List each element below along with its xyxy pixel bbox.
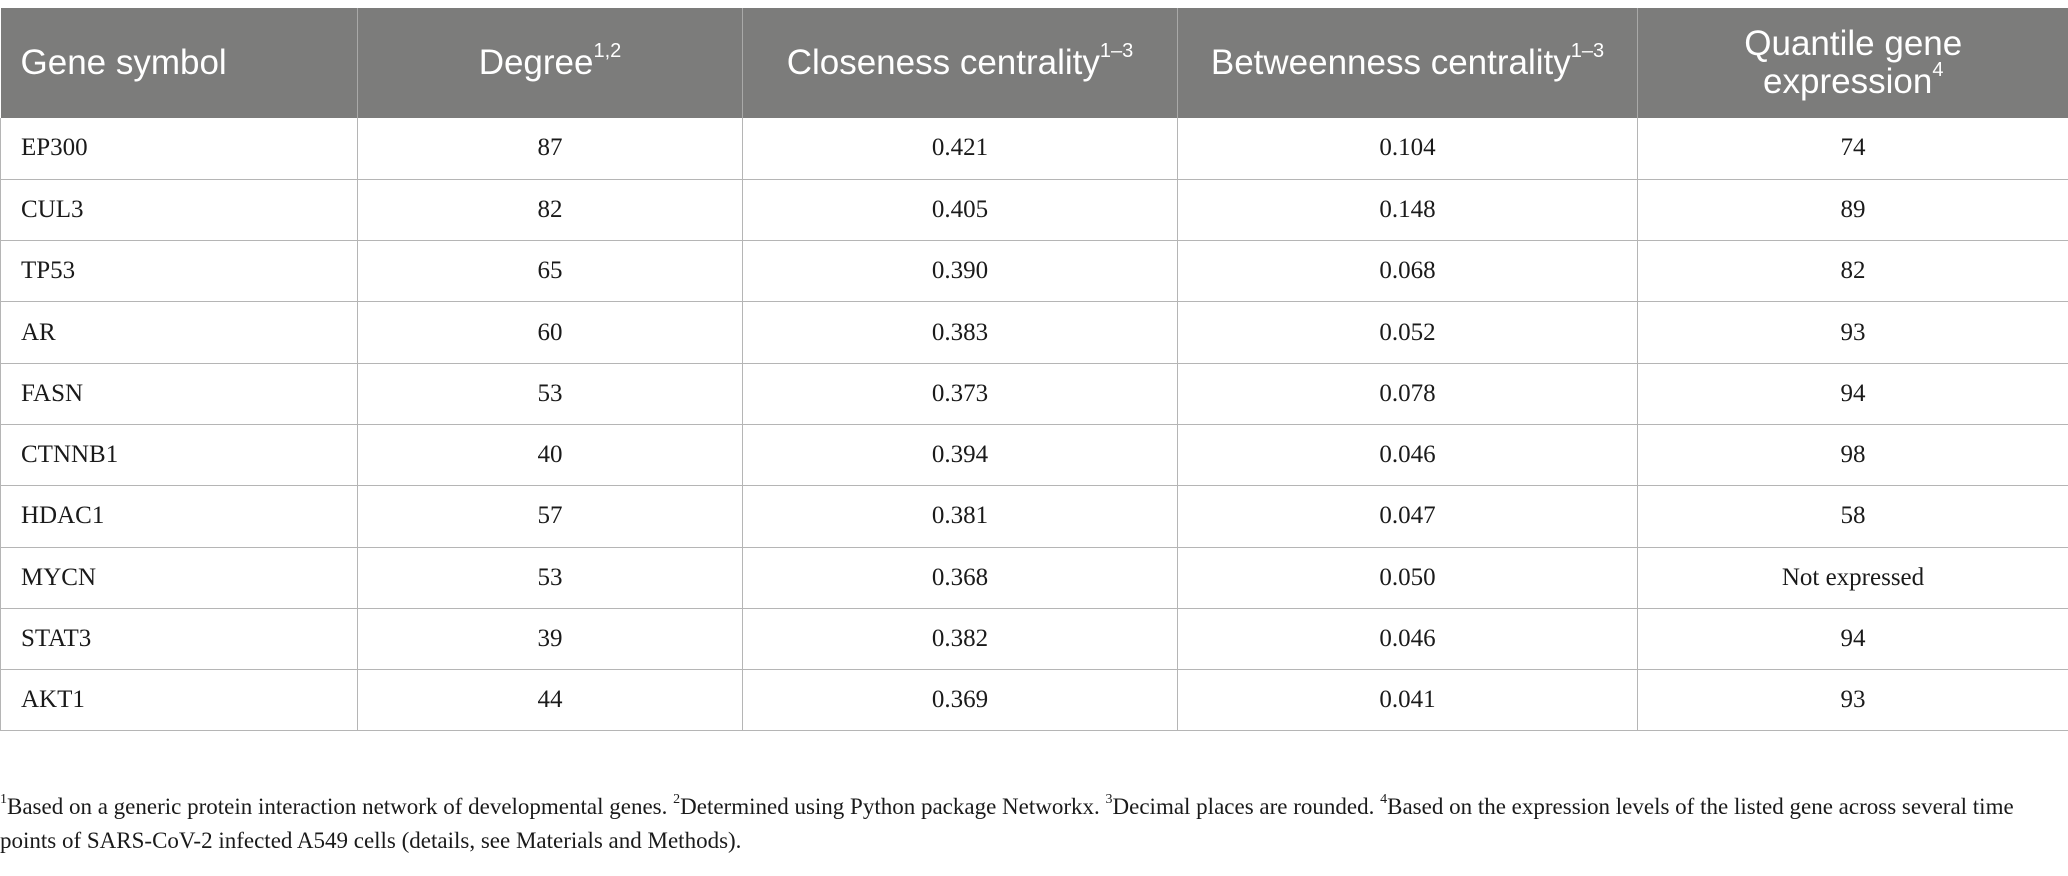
gene-centrality-table: Gene symbol Degree1,2 Closeness centrali…	[0, 8, 2068, 732]
table-row: TP53 65 0.390 0.068 82	[0, 240, 2068, 303]
cell-gene-symbol: CTNNB1	[0, 424, 358, 487]
cell-betweenness: 0.041	[1177, 669, 1638, 732]
cell-closeness: 0.369	[742, 669, 1178, 732]
table-header: Gene symbol Degree1,2 Closeness centrali…	[0, 8, 2068, 118]
table-row: AKT1 44 0.369 0.041 93	[0, 669, 2068, 732]
cell-gene-symbol: AR	[0, 301, 358, 364]
cell-quantile-expression: 94	[1637, 608, 2068, 671]
cell-gene-symbol: STAT3	[0, 608, 358, 671]
cell-betweenness: 0.068	[1177, 240, 1638, 303]
header-degree: Degree1,2	[357, 8, 743, 118]
footnote-4: 4Based on the expression levels of the l…	[0, 792, 2014, 853]
cell-quantile-expression: Not expressed	[1637, 547, 2068, 609]
cell-degree: 53	[357, 363, 743, 425]
cell-gene-symbol: CUL3	[0, 179, 358, 242]
cell-gene-symbol: HDAC1	[0, 485, 358, 548]
table-body: EP300 87 0.421 0.104 74 CUL3 82 0.405 0.…	[0, 118, 2068, 732]
cell-gene-symbol: MYCN	[0, 547, 358, 609]
cell-closeness: 0.373	[742, 363, 1178, 425]
cell-quantile-expression: 93	[1637, 301, 2068, 364]
cell-degree: 87	[357, 118, 743, 180]
cell-degree: 40	[357, 424, 743, 487]
cell-gene-symbol: EP300	[0, 118, 358, 180]
cell-degree: 44	[357, 669, 743, 732]
cell-betweenness: 0.104	[1177, 118, 1638, 180]
cell-gene-symbol: FASN	[0, 363, 358, 425]
cell-closeness: 0.394	[742, 424, 1178, 487]
cell-closeness: 0.390	[742, 240, 1178, 303]
table-row: MYCN 53 0.368 0.050 Not expressed	[0, 547, 2068, 609]
cell-degree: 53	[357, 547, 743, 609]
cell-gene-symbol: AKT1	[0, 669, 358, 732]
table-row: STAT3 39 0.382 0.046 94	[0, 608, 2068, 671]
cell-betweenness: 0.050	[1177, 547, 1638, 609]
cell-degree: 82	[357, 179, 743, 242]
cell-degree: 60	[357, 301, 743, 364]
cell-closeness: 0.383	[742, 301, 1178, 364]
cell-closeness: 0.421	[742, 118, 1178, 180]
header-row: Gene symbol Degree1,2 Closeness centrali…	[0, 8, 2068, 118]
cell-degree: 57	[357, 485, 743, 548]
cell-quantile-expression: 58	[1637, 485, 2068, 548]
cell-quantile-expression: 74	[1637, 118, 2068, 180]
table-row: CUL3 82 0.405 0.148 89	[0, 179, 2068, 242]
cell-quantile-expression: 89	[1637, 179, 2068, 242]
cell-closeness: 0.368	[742, 547, 1178, 609]
header-gene-symbol: Gene symbol	[0, 8, 358, 118]
cell-closeness: 0.381	[742, 485, 1178, 548]
table-footnotes: 1Based on a generic protein interaction …	[0, 790, 2060, 858]
header-quantile-gene-expression: Quantile gene expression4	[1637, 8, 2068, 118]
cell-quantile-expression: 94	[1637, 363, 2068, 425]
footnote-2: 2Determined using Python package Network…	[673, 792, 1106, 819]
cell-closeness: 0.382	[742, 608, 1178, 671]
table-row: HDAC1 57 0.381 0.047 58	[0, 485, 2068, 548]
cell-gene-symbol: TP53	[0, 240, 358, 303]
cell-quantile-expression: 98	[1637, 424, 2068, 487]
cell-betweenness: 0.078	[1177, 363, 1638, 425]
cell-betweenness: 0.052	[1177, 301, 1638, 364]
header-closeness-centrality: Closeness centrality1–3	[742, 8, 1178, 118]
cell-closeness: 0.405	[742, 179, 1178, 242]
cell-betweenness: 0.148	[1177, 179, 1638, 242]
footnote-1: 1Based on a generic protein interaction …	[0, 792, 674, 819]
cell-quantile-expression: 93	[1637, 669, 2068, 732]
cell-betweenness: 0.047	[1177, 485, 1638, 548]
cell-betweenness: 0.046	[1177, 608, 1638, 671]
cell-quantile-expression: 82	[1637, 240, 2068, 303]
footnote-3: 3Decimal places are rounded.	[1105, 792, 1381, 819]
cell-degree: 39	[357, 608, 743, 671]
cell-degree: 65	[357, 240, 743, 303]
table-row: CTNNB1 40 0.394 0.046 98	[0, 424, 2068, 487]
table-row: EP300 87 0.421 0.104 74	[0, 118, 2068, 180]
gene-centrality-table-container: Gene symbol Degree1,2 Closeness centrali…	[0, 8, 2068, 732]
cell-betweenness: 0.046	[1177, 424, 1638, 487]
header-betweenness-centrality: Betweenness centrality1–3	[1177, 8, 1638, 118]
table-row: AR 60 0.383 0.052 93	[0, 301, 2068, 364]
table-row: FASN 53 0.373 0.078 94	[0, 363, 2068, 425]
